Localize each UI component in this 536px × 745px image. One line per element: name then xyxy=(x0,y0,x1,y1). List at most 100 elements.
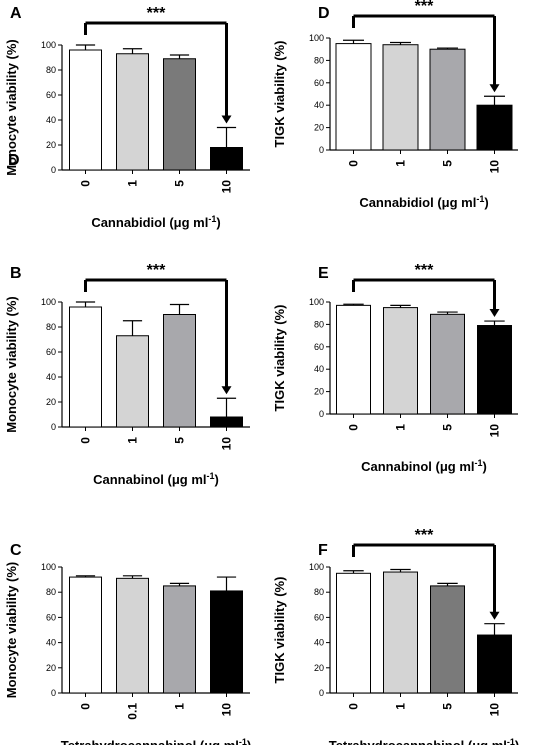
y-tick-label: 20 xyxy=(314,387,324,397)
x-category-label: 0 xyxy=(347,703,361,710)
x-category-label: 0 xyxy=(79,703,93,710)
y-tick-label: 80 xyxy=(46,587,56,597)
x-axis-title: Cannabidiol (μg ml-1) xyxy=(359,194,488,210)
x-category-label: 10 xyxy=(488,703,502,717)
x-axis-title-superscript: -1 xyxy=(208,214,216,224)
y-tick-label: 20 xyxy=(46,397,56,407)
y-tick-label: 40 xyxy=(314,638,324,648)
bar xyxy=(476,104,513,151)
x-category-label: 0 xyxy=(347,424,361,431)
bar xyxy=(336,304,371,415)
bar xyxy=(116,335,149,428)
bar xyxy=(383,571,418,694)
bar xyxy=(163,58,196,171)
y-axis-title: Monocyte viability (%) xyxy=(4,296,19,433)
x-axis-title-close: ) xyxy=(484,195,488,210)
y-tick-label: 80 xyxy=(46,322,56,332)
x-axis-title-superscript: -1 xyxy=(507,737,515,745)
y-tick-label: 60 xyxy=(46,612,56,622)
y-tick-label: 60 xyxy=(314,612,324,622)
bar xyxy=(382,44,419,151)
y-tick-label: 0 xyxy=(319,145,324,155)
y-tick-label: 60 xyxy=(314,78,324,88)
panel-d: D 0 20 40 60 80 100 0 1 5 10 Cannabidiol (μg ml-1) T… xyxy=(272,0,518,210)
panel-letter: E xyxy=(318,265,329,282)
significance-arrowhead xyxy=(221,386,232,395)
bar xyxy=(336,572,371,694)
y-tick-label: 60 xyxy=(46,347,56,357)
x-axis-title: Cannabinol (μg ml-1) xyxy=(93,471,219,487)
y-tick-label: 100 xyxy=(41,40,56,50)
x-category-label: 0 xyxy=(79,437,93,444)
bar xyxy=(429,48,466,151)
x-category-label: 5 xyxy=(441,424,455,431)
x-axis-title-superscript: -1 xyxy=(239,737,247,745)
significance-label: *** xyxy=(147,5,166,22)
x-category-label: 5 xyxy=(173,437,187,444)
x-axis-title-text: Cannabinol (μg ml xyxy=(93,472,206,487)
x-category-label: 10 xyxy=(220,180,234,194)
y-tick-label: 40 xyxy=(46,638,56,648)
x-category-label: 1 xyxy=(173,703,187,710)
panel-letter: F xyxy=(318,542,328,559)
y-tick-label: 80 xyxy=(314,319,324,329)
bar xyxy=(163,585,196,694)
y-tick-label: 100 xyxy=(309,297,324,307)
y-tick-label: 60 xyxy=(314,342,324,352)
x-axis-title-text: Cannabinol (μg ml xyxy=(361,459,474,474)
x-axis-title-text: Tetrahydrocannabinol (μg ml xyxy=(61,738,239,745)
y-tick-label: 40 xyxy=(314,364,324,374)
bar xyxy=(69,576,102,694)
x-axis-title: Tetrahydrocannabinol (μg ml-1) xyxy=(329,737,520,745)
bar xyxy=(69,306,102,428)
y-tick-label: 100 xyxy=(309,33,324,43)
significance-label: *** xyxy=(147,262,166,279)
x-category-label: 1 xyxy=(126,180,140,187)
x-axis-title-close: ) xyxy=(483,459,487,474)
x-axis-title: Tetrahydrocannabinol (μg ml-1) xyxy=(61,737,252,745)
x-category-label: 10 xyxy=(220,437,234,451)
x-axis-title: Cannabinol (μg ml-1) xyxy=(361,458,487,474)
panel-f: F 0 20 40 60 80 100 0 1 5 10 Tetrahydrocannabinol (… xyxy=(272,527,519,745)
x-category-label: 10 xyxy=(488,424,502,438)
bar xyxy=(477,634,512,694)
y-tick-label: 80 xyxy=(314,55,324,65)
x-axis-title: Cannabidiol (μg ml-1) xyxy=(91,214,220,230)
x-category-label: 5 xyxy=(173,180,187,187)
x-axis-title-close: ) xyxy=(247,738,251,745)
x-axis-title-text: Cannabidiol (μg ml xyxy=(359,195,476,210)
significance-arrowhead xyxy=(489,309,500,318)
x-category-label: 10 xyxy=(220,703,234,717)
x-category-label: 1 xyxy=(394,424,408,431)
bar xyxy=(116,577,149,694)
significance-label: *** xyxy=(415,0,434,15)
significance-arrowhead xyxy=(221,115,232,124)
y-tick-label: 100 xyxy=(41,562,56,572)
bar xyxy=(210,590,243,694)
significance-arrowhead xyxy=(489,611,500,620)
y-tick-label: 20 xyxy=(46,140,56,150)
y-tick-label: 40 xyxy=(46,115,56,125)
x-axis-title-close: ) xyxy=(215,472,219,487)
x-axis-title-superscript: -1 xyxy=(476,194,484,204)
bar xyxy=(116,53,149,171)
x-category-label: 1 xyxy=(394,160,408,167)
panel-letter: C xyxy=(10,542,22,559)
significance-label: *** xyxy=(415,527,434,544)
x-axis-title-text: Cannabidiol (μg ml xyxy=(91,215,208,230)
x-category-label: 5 xyxy=(441,703,455,710)
y-tick-label: 100 xyxy=(309,562,324,572)
y-tick-label: 80 xyxy=(46,65,56,75)
x-axis-title-close: ) xyxy=(216,215,220,230)
bar xyxy=(383,307,418,415)
y-tick-label: 20 xyxy=(314,123,324,133)
panel-letter: A xyxy=(10,5,22,22)
x-category-label: 1 xyxy=(394,703,408,710)
bar xyxy=(335,43,372,151)
panel-e: E 0 20 40 60 80 100 0 1 5 10 Cannabinol (μg ml-1) TI… xyxy=(272,262,518,474)
y-tick-label: 80 xyxy=(314,587,324,597)
y-tick-label: 40 xyxy=(46,372,56,382)
x-axis-title-text: Tetrahydrocannabinol (μg ml xyxy=(329,738,507,745)
x-axis-title-close: ) xyxy=(515,738,519,745)
